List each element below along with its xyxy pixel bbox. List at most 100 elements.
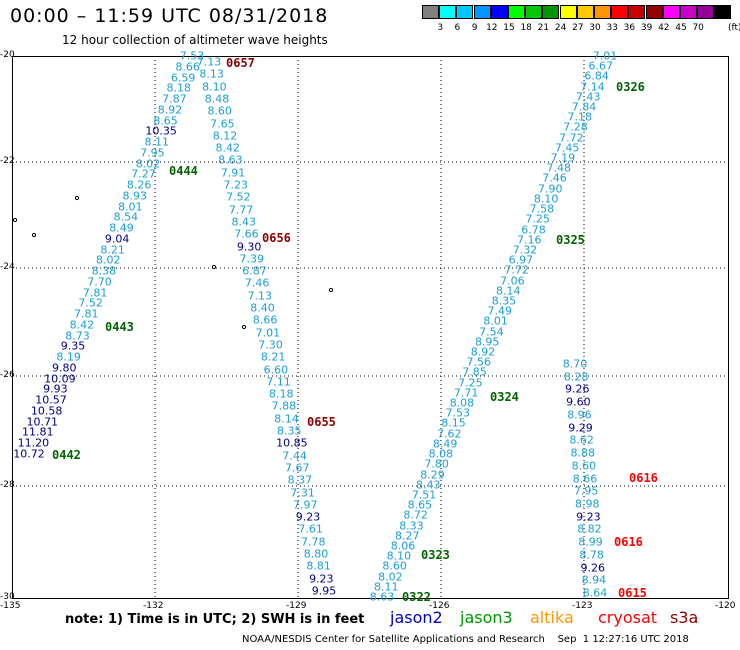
map-frame [12,56,729,599]
color-scale-label: 33 [606,23,618,33]
wave-height-value: 8.93 [122,189,147,203]
pass-time-label: 0326 [616,80,645,94]
wave-height-value: 7.28 [563,120,588,134]
color-scale-label: 12 [486,23,498,33]
wave-height-value: 8.14 [495,284,521,298]
wave-height-value: 8.66 [175,60,200,74]
wave-height-value: 7.97 [293,498,318,512]
wave-height-value: 10.72 [13,447,45,461]
wave-height-value: 8.66 [572,472,598,485]
color-scale-swatch [611,5,629,19]
wave-height-value: 8.08 [428,447,454,461]
wave-height-value: 7.78 [301,535,326,549]
wave-height-value: 7.25 [525,212,550,226]
wave-height-value: 7.30 [258,338,283,352]
color-scale-swatch [714,5,732,19]
pass-time-label: 0324 [490,390,519,404]
color-scale-swatch [628,5,646,19]
wave-height-value: 8.02 [135,157,161,171]
wave-height-value: 7.81 [82,286,108,300]
wave-height-value: 8.35 [276,424,302,438]
latitude-tick-label: -24 [0,262,15,272]
wave-height-value: 8.63 [369,590,395,604]
wave-height-value: 7.80 [424,457,449,471]
wave-height-value: 7.01 [255,326,281,340]
pass-time-label: 0615 [618,586,647,600]
wave-height-value: 8.11 [144,135,170,149]
wave-height-value: 9.04 [104,232,130,246]
wave-height-value: 9.23 [576,510,601,524]
island-outline [12,217,18,223]
wave-height-value: 7.95 [573,484,599,498]
wave-height-value: 9.60 [566,395,591,409]
wave-height-value: 8.80 [303,547,329,561]
color-scale-label: 39 [640,23,653,33]
color-scale-label: 45 [675,23,687,33]
wave-height-value: 7.61 [298,522,323,536]
wave-height-value: 7.54 [479,325,504,339]
satellite-legend-s3a: s3a [670,608,699,627]
wave-height-value: 7.18 [567,110,593,124]
wave-height-value: 8.01 [483,314,508,328]
wave-height-value: 8.26 [126,178,152,192]
wave-height-value: 7.06 [500,274,525,288]
wave-height-value: 8.21 [100,243,125,257]
wave-height-value: 8.02 [96,253,121,267]
wave-height-value: 8.96 [567,408,592,422]
color-scale-label: 9 [471,23,478,33]
wave-height-value: 7.90 [538,182,563,196]
wave-height-value: 11.81 [22,425,54,439]
wave-height-value: 7.44 [282,449,307,463]
wave-height-value: 8.02 [378,570,403,584]
color-scale-swatch [662,5,680,19]
wave-height-value: 8.48 [204,92,230,106]
wave-height-value: 8.72 [403,508,428,522]
wave-height-value: 8.27 [394,529,420,543]
wave-height-value: 8.62 [569,433,594,447]
wave-height-value: 8.12 [212,129,238,143]
color-scale-swatch [594,5,611,19]
wave-height-value: 8.78 [579,548,604,562]
wave-height-value: 10.85 [276,436,308,450]
color-scale-swatch [680,5,697,19]
color-scale-label: 27 [572,23,584,33]
wave-height-value: 6.87 [242,264,267,278]
color-scale-label: 21 [537,23,550,33]
wave-height-value: 8.38 [91,264,117,278]
wave-height-value: 7.53 [179,49,205,63]
wave-height-value: 7.11 [266,375,291,389]
color-scale-swatch [645,5,663,19]
wave-height-value: 10.09 [44,372,76,386]
credit-line: NOAA/NESDIS Center for Satellite Applica… [242,634,689,645]
wave-height-value: 6.84 [584,69,609,83]
wave-height-value: 7.72 [504,263,529,277]
wave-height-value: 8.65 [407,498,433,512]
color-scale-swatch [576,5,594,19]
pass-time-label: 0325 [556,233,585,247]
color-scale-label: 3 [437,23,444,33]
wave-height-value: 9.30 [236,240,262,254]
wave-height-value: 7.16 [517,233,542,247]
wave-height-value: 7.46 [542,171,567,185]
wave-height-value: 8.42 [215,141,240,155]
color-scale-swatch [439,5,457,19]
color-scale-label: 70 [692,23,704,33]
wave-height-value: 7.70 [87,275,112,289]
wave-height-value: 8.40 [250,301,275,315]
wave-height-value: 8.63 [218,153,243,167]
pass-time-label: 0443 [105,320,134,334]
longitude-tick-label: -120 [715,601,736,611]
wave-height-value: 8.10 [533,192,559,206]
wave-height-value: 9.35 [60,339,86,353]
wave-height-value: 7.66 [234,227,259,241]
latitude-tick-label: -30 [0,592,15,602]
wave-height-value: 8.73 [65,329,90,343]
wave-height-value: 7.81 [74,307,99,321]
pass-time-label: 0657 [226,56,255,70]
color-scale-swatch [508,5,525,19]
wave-height-value: 6.60 [263,363,289,377]
wave-height-value: 9.95 [311,584,337,598]
wave-height-value: 8.66 [252,313,278,327]
color-scale-swatch [456,5,474,19]
wave-height-value: 8.64 [582,586,608,600]
